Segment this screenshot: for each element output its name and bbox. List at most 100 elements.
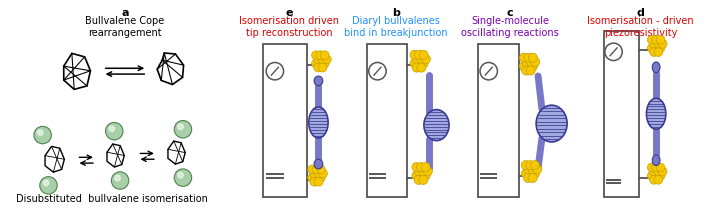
Circle shape bbox=[605, 43, 622, 60]
Circle shape bbox=[413, 55, 421, 64]
Circle shape bbox=[419, 50, 428, 59]
Circle shape bbox=[416, 163, 426, 172]
Circle shape bbox=[412, 163, 421, 172]
Circle shape bbox=[307, 165, 317, 174]
Text: Isomerisation driven
tip reconstruction: Isomerisation driven tip reconstruction bbox=[239, 16, 339, 38]
Circle shape bbox=[649, 167, 658, 176]
Circle shape bbox=[307, 173, 317, 182]
Text: e: e bbox=[286, 8, 293, 18]
Circle shape bbox=[521, 66, 531, 75]
Text: Disubstituted  bullvalene isomerisation: Disubstituted bullvalene isomerisation bbox=[17, 194, 208, 204]
Text: Single-molecule
oscillating reactions: Single-molecule oscillating reactions bbox=[461, 16, 559, 38]
Circle shape bbox=[528, 165, 537, 174]
Circle shape bbox=[416, 171, 426, 180]
Text: Isomerisation - driven
piezoresistivity: Isomerisation - driven piezoresistivity bbox=[588, 16, 694, 38]
Circle shape bbox=[649, 176, 658, 184]
Circle shape bbox=[419, 59, 428, 68]
Circle shape bbox=[319, 169, 328, 178]
Circle shape bbox=[318, 55, 327, 64]
Ellipse shape bbox=[652, 155, 660, 166]
Circle shape bbox=[178, 124, 184, 130]
Circle shape bbox=[521, 169, 531, 178]
Bar bbox=[478, 44, 518, 197]
Circle shape bbox=[649, 48, 658, 56]
Circle shape bbox=[312, 51, 320, 60]
Circle shape bbox=[531, 161, 539, 170]
Ellipse shape bbox=[314, 76, 323, 86]
Circle shape bbox=[414, 175, 423, 184]
Circle shape bbox=[523, 173, 533, 183]
Circle shape bbox=[369, 62, 386, 80]
Circle shape bbox=[524, 53, 533, 62]
Circle shape bbox=[526, 169, 535, 178]
Circle shape bbox=[419, 175, 428, 184]
Circle shape bbox=[312, 165, 321, 174]
Circle shape bbox=[533, 165, 541, 174]
Circle shape bbox=[523, 165, 533, 174]
Bar bbox=[366, 44, 408, 197]
Circle shape bbox=[652, 171, 660, 180]
Circle shape bbox=[417, 63, 426, 72]
Circle shape bbox=[528, 173, 537, 183]
Circle shape bbox=[656, 44, 665, 52]
Circle shape bbox=[480, 62, 498, 80]
Circle shape bbox=[414, 167, 423, 176]
Circle shape bbox=[34, 126, 51, 144]
Circle shape bbox=[647, 163, 656, 172]
Text: c: c bbox=[507, 8, 513, 18]
Circle shape bbox=[652, 44, 660, 52]
Circle shape bbox=[410, 50, 419, 59]
Circle shape bbox=[526, 66, 535, 75]
Circle shape bbox=[658, 167, 667, 176]
Circle shape bbox=[43, 180, 49, 186]
Circle shape bbox=[310, 177, 319, 186]
Circle shape bbox=[323, 55, 331, 64]
Circle shape bbox=[410, 59, 419, 68]
Circle shape bbox=[320, 51, 329, 60]
Ellipse shape bbox=[652, 62, 660, 73]
Circle shape bbox=[421, 163, 430, 172]
Circle shape bbox=[317, 165, 325, 174]
Circle shape bbox=[652, 35, 660, 44]
Text: b: b bbox=[392, 8, 400, 18]
Bar bbox=[264, 44, 307, 197]
Circle shape bbox=[652, 163, 660, 172]
Circle shape bbox=[531, 58, 540, 66]
Circle shape bbox=[656, 35, 665, 44]
Circle shape bbox=[526, 161, 535, 170]
Text: a: a bbox=[121, 8, 129, 18]
Ellipse shape bbox=[424, 110, 449, 141]
Circle shape bbox=[528, 62, 537, 71]
Circle shape bbox=[312, 59, 320, 68]
Circle shape bbox=[112, 172, 129, 189]
Circle shape bbox=[524, 62, 533, 71]
Circle shape bbox=[106, 122, 123, 140]
Circle shape bbox=[656, 163, 665, 172]
Bar bbox=[604, 30, 639, 197]
Circle shape bbox=[174, 121, 192, 138]
Circle shape bbox=[647, 171, 656, 180]
Ellipse shape bbox=[309, 107, 328, 138]
Circle shape bbox=[316, 51, 325, 60]
Circle shape bbox=[656, 171, 665, 180]
Circle shape bbox=[526, 58, 535, 66]
Circle shape bbox=[417, 55, 426, 64]
Circle shape bbox=[316, 59, 325, 68]
Circle shape bbox=[649, 39, 658, 48]
Circle shape bbox=[114, 175, 120, 181]
Circle shape bbox=[412, 171, 421, 180]
Circle shape bbox=[647, 44, 656, 52]
Circle shape bbox=[318, 63, 327, 72]
Circle shape bbox=[519, 53, 528, 62]
Circle shape bbox=[317, 173, 325, 182]
Circle shape bbox=[314, 55, 323, 64]
Circle shape bbox=[421, 55, 431, 64]
Circle shape bbox=[413, 63, 421, 72]
Circle shape bbox=[654, 39, 662, 48]
Circle shape bbox=[658, 39, 667, 48]
Circle shape bbox=[315, 177, 323, 186]
Circle shape bbox=[531, 169, 539, 178]
Circle shape bbox=[312, 173, 321, 182]
Circle shape bbox=[423, 167, 432, 176]
Circle shape bbox=[415, 59, 423, 68]
